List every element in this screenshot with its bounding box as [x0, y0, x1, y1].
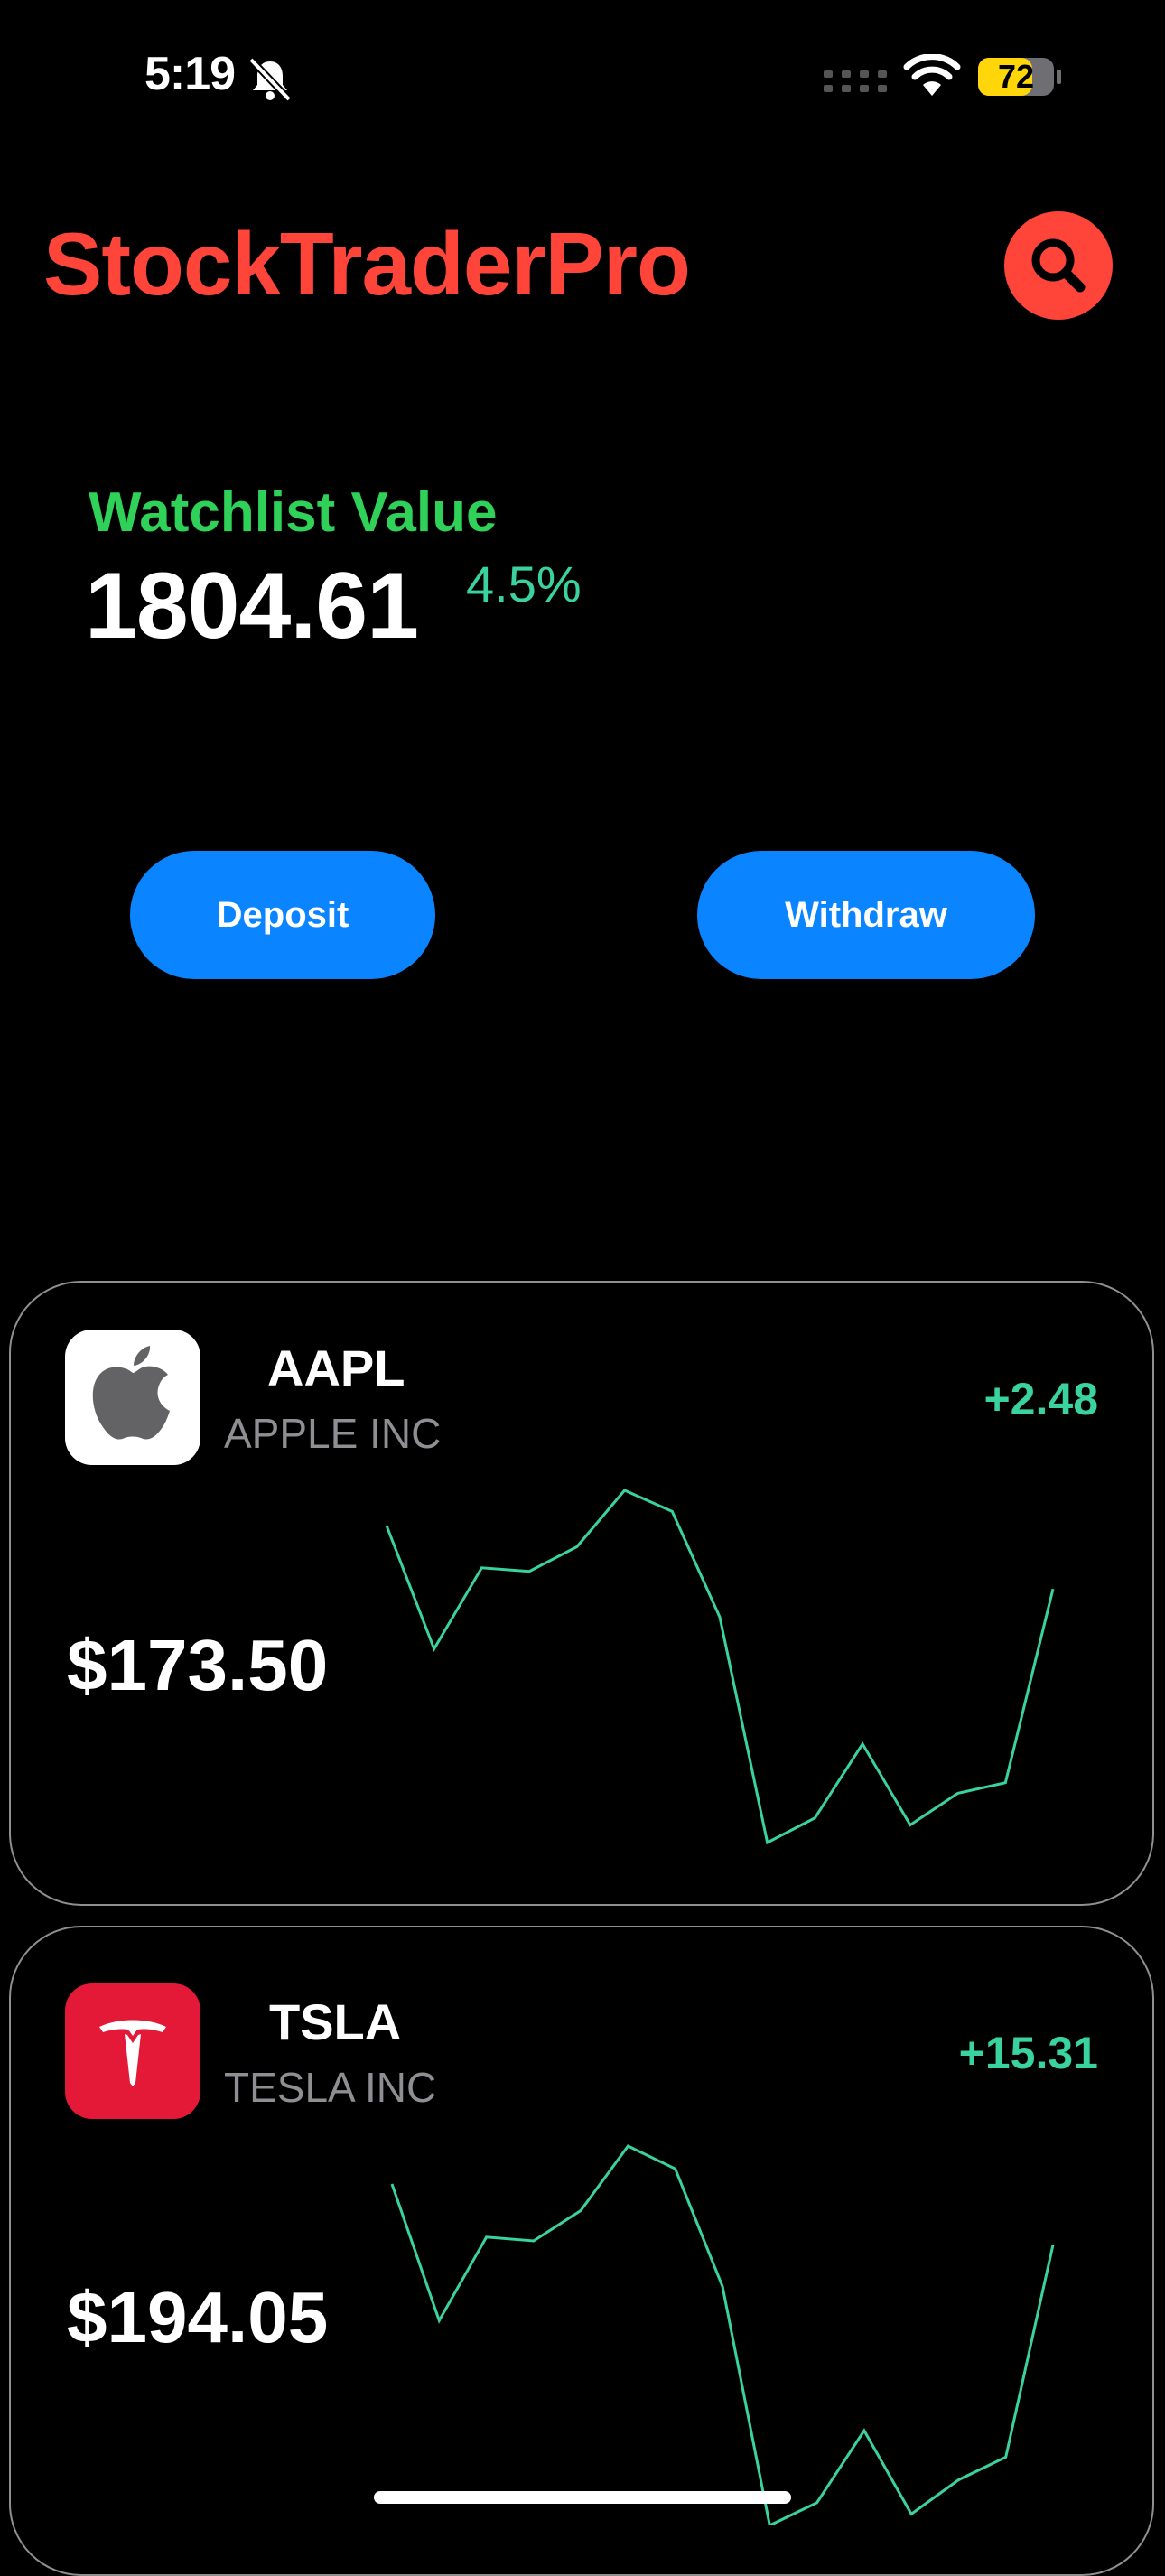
- battery-level: 72: [997, 58, 1035, 95]
- watchlist-value: 1804.61: [85, 554, 419, 658]
- stock-change: +2.48: [983, 1374, 1098, 1424]
- sparkline-line: [385, 1489, 1055, 1845]
- home-indicator[interactable]: [374, 2491, 791, 2504]
- stock-price: $173.50: [67, 1625, 329, 1705]
- deposit-button[interactable]: Deposit: [130, 851, 435, 979]
- stock-card-aapl[interactable]: [9, 1281, 1154, 1906]
- watchlist-change: 4.5%: [466, 555, 582, 612]
- search-icon: [1031, 238, 1086, 293]
- watchlist-label: Watchlist Value: [89, 481, 498, 544]
- cellular-icon: [824, 70, 887, 92]
- stock-company: TESLA INC: [224, 2064, 437, 2111]
- tesla-logo-icon: [65, 1983, 200, 2119]
- withdraw-button[interactable]: Withdraw: [697, 851, 1035, 979]
- apple-logo-icon: [65, 1330, 200, 1465]
- wifi-icon: [903, 54, 961, 96]
- stock-change: +15.31: [958, 2028, 1098, 2078]
- stock-price: $194.05: [67, 2277, 329, 2357]
- battery-icon: 72: [977, 56, 1062, 98]
- search-button[interactable]: [1004, 211, 1113, 320]
- stock-company: APPLE INC: [224, 1410, 442, 1457]
- app-title: StockTraderPro: [43, 214, 691, 313]
- stock-ticker: AAPL: [267, 1339, 405, 1396]
- stock-ticker: TSLA: [269, 1993, 402, 2050]
- bell-slash-icon: [248, 57, 292, 102]
- sparkline-chart: [390, 2144, 1055, 2525]
- sparkline-chart: [385, 1489, 1055, 1845]
- status-time: 5:19: [144, 48, 236, 100]
- sparkline-line: [390, 2144, 1055, 2525]
